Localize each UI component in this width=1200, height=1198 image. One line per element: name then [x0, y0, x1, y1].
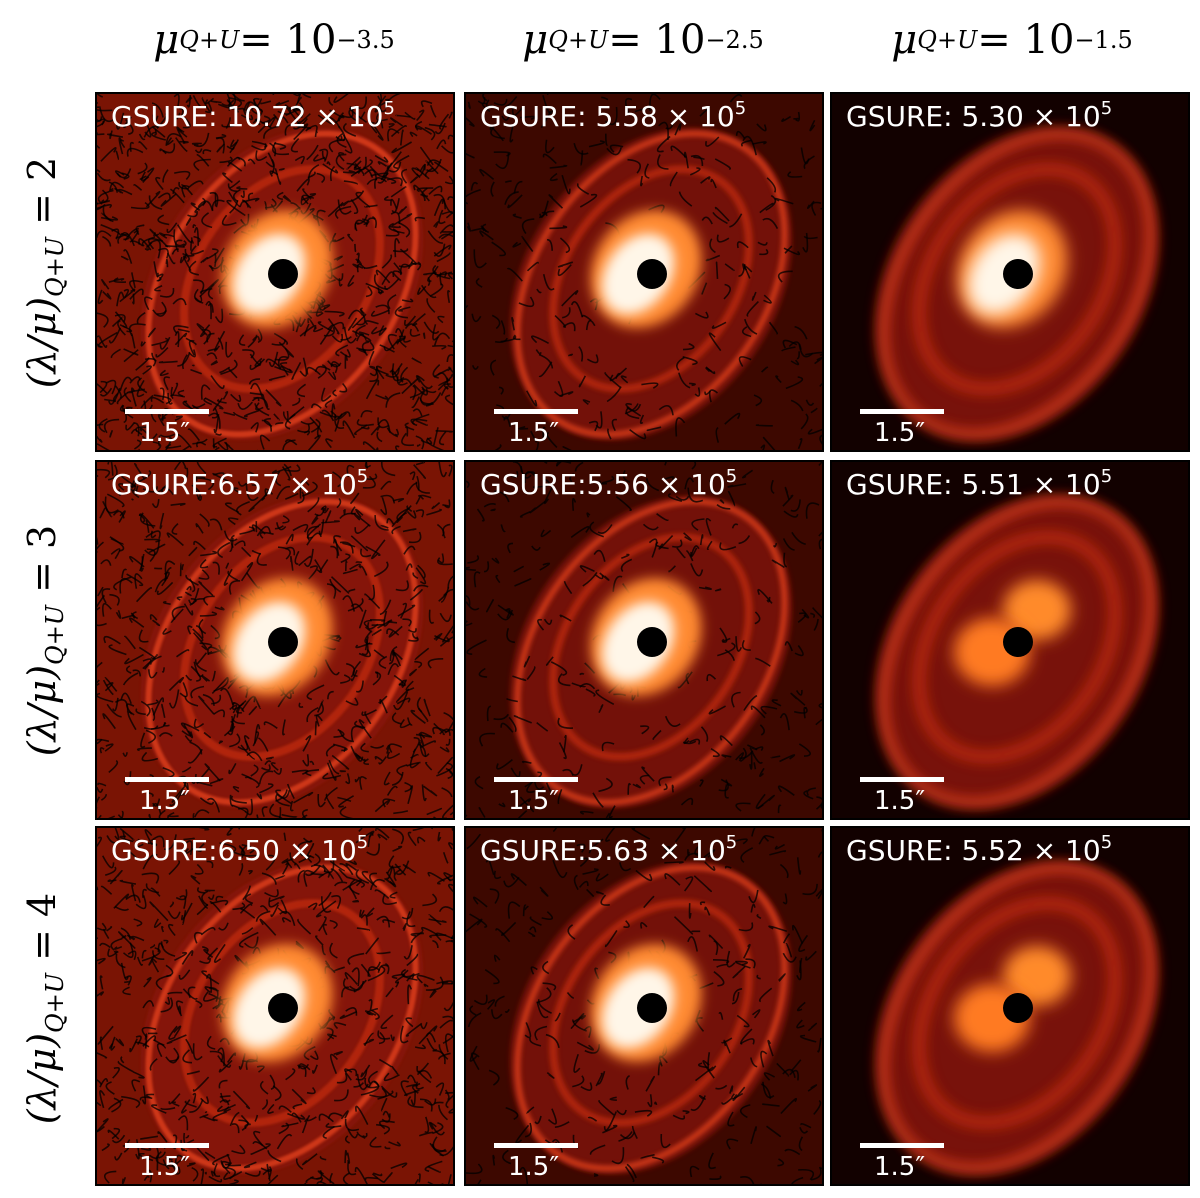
scale-bar	[494, 1143, 578, 1148]
coronagraph-mask	[1003, 627, 1033, 657]
scale-label: 1.5″	[874, 786, 926, 816]
scale-bar	[494, 409, 578, 414]
scale-label: 1.5″	[874, 418, 926, 448]
coronagraph-mask	[637, 259, 667, 289]
gsure-label: GSURE: 5.30 × 105	[846, 98, 1113, 133]
coronagraph-mask	[1003, 993, 1033, 1023]
gsure-label: GSURE:6.57 × 105	[111, 466, 369, 501]
row-header-2: (λ/μ)Q+U = 3	[20, 524, 70, 756]
gsure-label: GSURE: 5.52 × 105	[846, 832, 1113, 867]
column-header-1: μ Q+U = 10 −3.5	[153, 17, 395, 63]
coronagraph-mask	[637, 993, 667, 1023]
scale-bar	[860, 777, 944, 782]
scale-bar	[860, 1143, 944, 1148]
scale-bar	[125, 777, 209, 782]
coronagraph-mask	[1003, 259, 1033, 289]
image-panel-r3-c2: GSURE:5.63 × 105 1.5″	[464, 826, 824, 1186]
image-panel-r2-c3: GSURE: 5.51 × 105 1.5″	[830, 460, 1190, 820]
scale-label: 1.5″	[508, 786, 560, 816]
row-header-3: (λ/μ)Q+U = 4	[20, 892, 70, 1124]
coronagraph-mask	[637, 627, 667, 657]
image-panel-r1-c3: GSURE: 5.30 × 105 1.5″	[830, 92, 1190, 452]
column-header-3: μ Q+U = 10 −1.5	[891, 17, 1133, 63]
image-panel-r3-c1: GSURE:6.50 × 105 1.5″	[95, 826, 455, 1186]
scale-label: 1.5″	[139, 1152, 191, 1182]
scale-bar	[125, 1143, 209, 1148]
coronagraph-mask	[268, 259, 298, 289]
row-header-1: (λ/μ)Q+U = 2	[20, 156, 70, 388]
scale-label: 1.5″	[874, 1152, 926, 1182]
column-header-2: μ Q+U = 10 −2.5	[522, 17, 764, 63]
gsure-label: GSURE:5.56 × 105	[480, 466, 738, 501]
gsure-label: GSURE: 5.58 × 105	[480, 98, 747, 133]
image-panel-r1-c1: GSURE: 10.72 × 105 1.5″	[95, 92, 455, 452]
gsure-label: GSURE:6.50 × 105	[111, 832, 369, 867]
scale-label: 1.5″	[139, 418, 191, 448]
scale-label: 1.5″	[508, 1152, 560, 1182]
coronagraph-mask	[268, 993, 298, 1023]
scale-label: 1.5″	[139, 786, 191, 816]
scale-bar	[494, 777, 578, 782]
gsure-label: GSURE:5.63 × 105	[480, 832, 738, 867]
image-panel-r3-c3: GSURE: 5.52 × 105 1.5″	[830, 826, 1190, 1186]
image-panel-r1-c2: GSURE: 5.58 × 105 1.5″	[464, 92, 824, 452]
coronagraph-mask	[268, 627, 298, 657]
scale-bar	[125, 409, 209, 414]
gsure-label: GSURE: 10.72 × 105	[111, 98, 395, 133]
scale-bar	[860, 409, 944, 414]
scale-label: 1.5″	[508, 418, 560, 448]
image-panel-r2-c1: GSURE:6.57 × 105 1.5″	[95, 460, 455, 820]
gsure-label: GSURE: 5.51 × 105	[846, 466, 1113, 501]
image-panel-r2-c2: GSURE:5.56 × 105 1.5″	[464, 460, 824, 820]
